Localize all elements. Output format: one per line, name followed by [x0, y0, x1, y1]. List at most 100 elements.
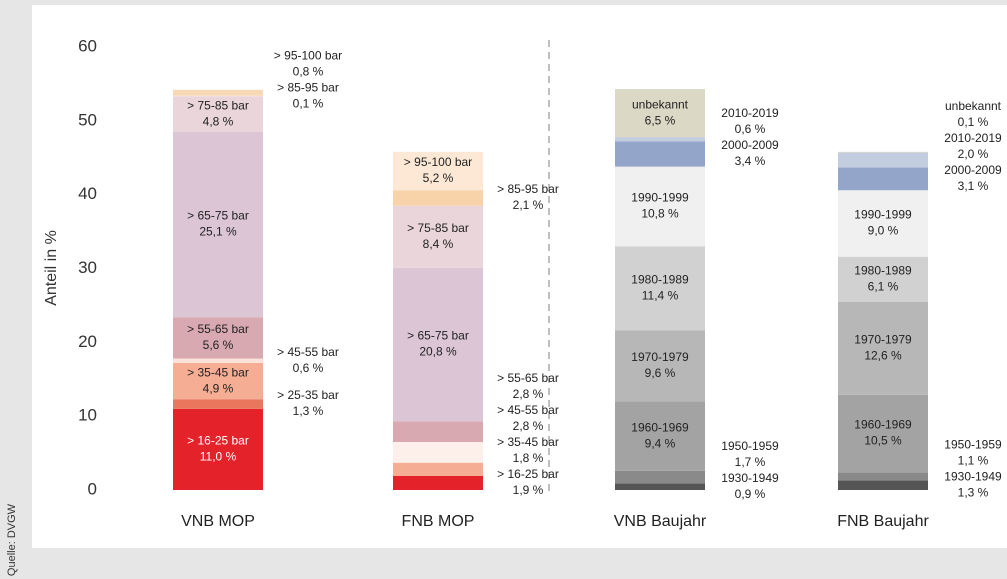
segment-value: 1,9 %	[513, 483, 544, 497]
segment-value: 1,3 %	[958, 485, 989, 499]
source: Quelle: DVGW	[6, 503, 18, 576]
segment-value: 2,8 %	[513, 419, 544, 433]
segment-name: > 65-75 bar	[407, 329, 469, 343]
segment-name: 2010-2019	[721, 106, 779, 120]
segment-name: 1980-1989	[631, 273, 689, 287]
bar-segment	[173, 358, 263, 364]
bar-segment	[615, 401, 705, 471]
bar-segment	[173, 363, 263, 400]
segment-value: 5,2 %	[423, 171, 454, 185]
segment-value: 4,9 %	[203, 381, 234, 395]
segment-value: 9,6 %	[645, 366, 676, 380]
bar-segment	[393, 442, 483, 463]
bar-segment	[838, 301, 928, 395]
segment-value: 3,1 %	[958, 179, 989, 193]
segment-name: > 16-25 bar	[497, 467, 559, 481]
segment-name: > 25-35 bar	[277, 388, 339, 402]
bar-segment	[173, 317, 263, 359]
segment-name: 1970-1979	[854, 332, 912, 346]
bar-segment	[615, 166, 705, 247]
segment-name: > 55-65 bar	[497, 371, 559, 385]
segment-name: 1950-1959	[721, 439, 779, 453]
segment-name: > 16-25 bar	[187, 434, 249, 448]
segment-name: 1960-1969	[631, 420, 689, 434]
bar-segment	[838, 480, 928, 490]
segment-name: > 45-55 bar	[277, 345, 339, 359]
x-tick-label: VNB Baujahr	[614, 513, 707, 530]
segment-value: 1,7 %	[735, 455, 766, 469]
segment-value: 20,8 %	[419, 345, 457, 359]
segment-value: 2,8 %	[513, 387, 544, 401]
bar-segment	[838, 190, 928, 257]
segment-value: 25,1 %	[199, 225, 237, 239]
segment-name: 1990-1999	[854, 208, 912, 222]
segment-value: 10,5 %	[864, 434, 902, 448]
segment-value: 2,1 %	[513, 198, 544, 212]
segment-name: > 65-75 bar	[187, 209, 249, 223]
y-axis-label: Anteil in %	[43, 230, 60, 306]
bar-segment	[393, 421, 483, 443]
segment-value: 1,3 %	[293, 404, 324, 418]
segment-value: 1,1 %	[958, 453, 989, 467]
segment-name: 1980-1989	[854, 263, 912, 277]
segment-name: > 95-100 bar	[274, 48, 342, 62]
x-tick-label: FNB MOP	[402, 513, 475, 530]
segment-name: > 45-55 bar	[497, 403, 559, 417]
segment-value: 5,6 %	[203, 338, 234, 352]
bar-segment	[393, 475, 483, 490]
bar-segment	[838, 394, 928, 473]
segment-value: 12,6 %	[864, 348, 902, 362]
segment-name: > 75-85 bar	[187, 98, 249, 112]
bar-segment	[173, 408, 263, 490]
segment-value: 3,4 %	[735, 154, 766, 168]
bar-segment	[838, 152, 928, 168]
segment-value: 0,9 %	[735, 487, 766, 501]
bar-segment	[615, 330, 705, 402]
segment-value: 6,5 %	[645, 113, 676, 127]
segment-value: 0,1 %	[958, 115, 989, 129]
y-tick-label: 10	[78, 406, 97, 425]
bar-segment	[838, 256, 928, 302]
x-tick-label: VNB MOP	[181, 513, 255, 530]
segment-name: 1930-1949	[944, 469, 1002, 483]
bar-segment	[173, 95, 263, 97]
segment-name: > 75-85 bar	[407, 221, 469, 235]
segment-value: 10,8 %	[641, 207, 679, 221]
bar-segment	[173, 96, 263, 132]
segment-name: 1930-1949	[721, 471, 779, 485]
bar-segment	[173, 131, 263, 318]
segment-name: unbekannt	[632, 97, 689, 111]
bar-segment	[615, 470, 705, 484]
segment-value: 0,8 %	[293, 64, 324, 78]
x-tick-label: FNB Baujahr	[837, 513, 929, 530]
segment-name: > 35-45 bar	[497, 435, 559, 449]
segment-name: > 85-95 bar	[497, 182, 559, 196]
y-tick-label: 30	[78, 258, 97, 277]
segment-value: 4,8 %	[203, 114, 234, 128]
bar-segment	[838, 472, 928, 481]
bar-segment	[615, 89, 705, 138]
bar-segment	[173, 399, 263, 409]
y-tick-label: 20	[78, 332, 97, 351]
segment-value: 1,8 %	[513, 451, 544, 465]
segment-name: > 95-100 bar	[404, 155, 472, 169]
bar-segment	[393, 267, 483, 422]
y-tick-label: 0	[88, 479, 97, 498]
segment-name: > 85-95 bar	[277, 80, 339, 94]
segment-value: 8,4 %	[423, 237, 454, 251]
segment-value: 9,0 %	[868, 224, 899, 238]
segment-name: > 35-45 bar	[187, 365, 249, 379]
bar-segment	[393, 190, 483, 206]
segment-name: unbekannt	[945, 99, 1002, 113]
y-tick-label: 50	[78, 110, 97, 129]
bar-segment	[173, 89, 263, 96]
y-tick-label: 40	[78, 184, 97, 203]
segment-name: 2000-2009	[721, 138, 779, 152]
segment-value: 2,0 %	[958, 147, 989, 161]
segment-name: 2000-2009	[944, 163, 1002, 177]
segment-value: 11,0 %	[200, 450, 237, 464]
segment-value: 0,1 %	[293, 96, 324, 110]
segment-value: 0,6 %	[293, 361, 324, 375]
segment-value: 11,4 %	[642, 289, 679, 303]
